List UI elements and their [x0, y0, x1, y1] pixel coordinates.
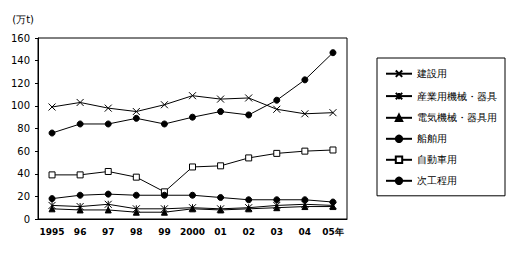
svg-text:40: 40 [17, 168, 30, 179]
svg-text:80: 80 [17, 123, 30, 134]
svg-text:建設用: 建設用 [416, 68, 447, 79]
svg-text:04: 04 [299, 227, 312, 237]
svg-text:産業用機械・器具: 産業用機械・器具 [417, 91, 497, 102]
svg-text:自動車用: 自動車用 [417, 154, 457, 165]
svg-text:0: 0 [24, 214, 30, 225]
svg-text:02: 02 [242, 227, 255, 237]
svg-text:2000: 2000 [180, 227, 205, 237]
svg-text:船舶用: 船舶用 [417, 133, 447, 144]
svg-text:(万t): (万t) [12, 14, 34, 25]
svg-text:01: 01 [214, 227, 227, 237]
svg-text:次工程用: 次工程用 [417, 175, 457, 186]
svg-text:98: 98 [130, 227, 143, 237]
svg-text:160: 160 [11, 33, 30, 44]
svg-text:97: 97 [102, 227, 115, 237]
svg-text:03: 03 [271, 227, 284, 237]
svg-text:99: 99 [158, 227, 171, 237]
svg-text:100: 100 [11, 100, 30, 111]
svg-text:05年: 05年 [322, 227, 344, 237]
svg-text:1995: 1995 [40, 227, 65, 237]
svg-text:電気機械・器具用: 電気機械・器具用 [417, 112, 497, 123]
svg-text:20: 20 [17, 191, 30, 202]
svg-text:60: 60 [17, 146, 30, 157]
svg-text:140: 140 [11, 55, 30, 66]
svg-text:120: 120 [11, 78, 30, 89]
svg-text:96: 96 [74, 227, 87, 237]
